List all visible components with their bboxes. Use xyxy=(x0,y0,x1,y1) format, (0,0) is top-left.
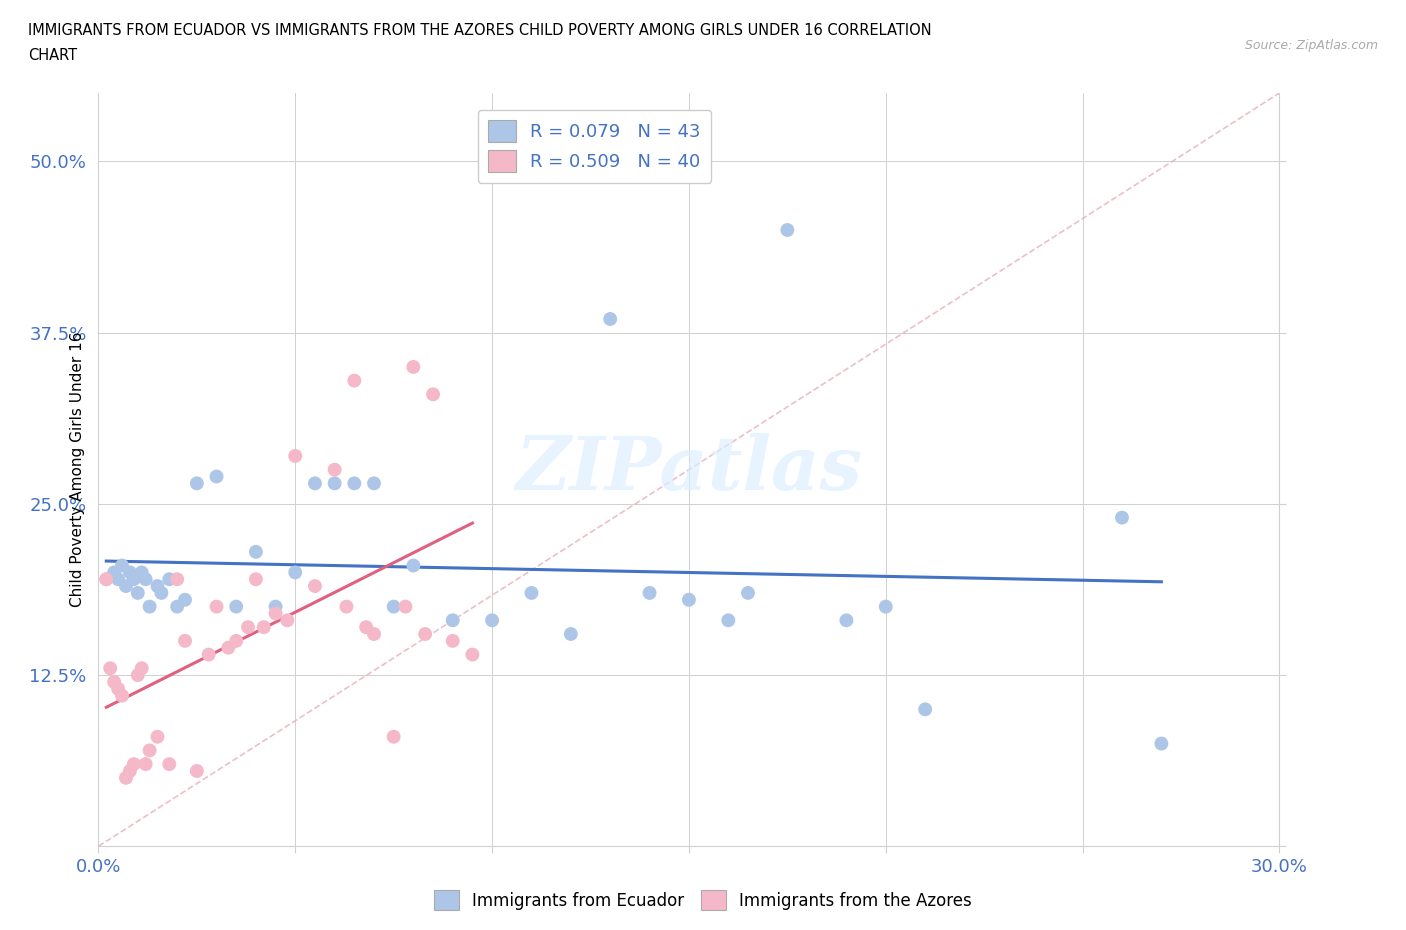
Point xyxy=(217,640,239,655)
Point xyxy=(1150,737,1173,751)
Point xyxy=(245,572,267,587)
Point xyxy=(103,565,125,579)
Point xyxy=(115,578,138,593)
Point xyxy=(127,586,149,601)
Point xyxy=(115,770,138,785)
Point xyxy=(205,469,228,484)
Point xyxy=(157,572,180,587)
Point xyxy=(122,572,145,587)
Point xyxy=(118,764,141,778)
Point xyxy=(225,633,247,648)
Point xyxy=(186,476,208,491)
Point xyxy=(413,627,436,642)
Point xyxy=(441,633,464,648)
Point xyxy=(205,599,228,614)
Point xyxy=(1111,511,1133,525)
Point xyxy=(135,757,157,772)
Point xyxy=(98,661,121,676)
Y-axis label: Child Poverty Among Girls Under 16: Child Poverty Among Girls Under 16 xyxy=(69,332,84,607)
Point xyxy=(138,599,160,614)
Point xyxy=(284,448,307,463)
Point xyxy=(111,558,134,573)
Point xyxy=(236,619,259,634)
Point xyxy=(599,312,621,326)
Point xyxy=(131,661,153,676)
Text: Source: ZipAtlas.com: Source: ZipAtlas.com xyxy=(1244,39,1378,52)
Point xyxy=(135,572,157,587)
Point xyxy=(304,476,326,491)
Point xyxy=(323,462,346,477)
Point xyxy=(354,619,377,634)
Point xyxy=(520,586,543,601)
Point xyxy=(914,702,936,717)
Point xyxy=(441,613,464,628)
Point xyxy=(150,586,173,601)
Text: IMMIGRANTS FROM ECUADOR VS IMMIGRANTS FROM THE AZORES CHILD POVERTY AMONG GIRLS : IMMIGRANTS FROM ECUADOR VS IMMIGRANTS FR… xyxy=(28,23,932,38)
Point xyxy=(107,572,129,587)
Text: CHART: CHART xyxy=(28,48,77,63)
Point xyxy=(284,565,307,579)
Point xyxy=(166,572,188,587)
Point xyxy=(304,578,326,593)
Point xyxy=(225,599,247,614)
Point xyxy=(343,476,366,491)
Point xyxy=(776,222,799,237)
Point xyxy=(363,476,385,491)
Point xyxy=(138,743,160,758)
Text: ZIPatlas: ZIPatlas xyxy=(516,433,862,506)
Point xyxy=(560,627,582,642)
Point xyxy=(461,647,484,662)
Point xyxy=(638,586,661,601)
Point xyxy=(717,613,740,628)
Point xyxy=(737,586,759,601)
Point xyxy=(394,599,416,614)
Point xyxy=(422,387,444,402)
Point xyxy=(835,613,858,628)
Point xyxy=(174,633,197,648)
Point xyxy=(131,565,153,579)
Point xyxy=(157,757,180,772)
Point xyxy=(335,599,357,614)
Point xyxy=(875,599,897,614)
Point xyxy=(103,674,125,689)
Point xyxy=(96,572,118,587)
Point xyxy=(253,619,276,634)
Point xyxy=(197,647,219,662)
Point xyxy=(264,606,287,621)
Point xyxy=(343,373,366,388)
Point xyxy=(363,627,385,642)
Point xyxy=(481,613,503,628)
Point xyxy=(382,599,405,614)
Point xyxy=(122,757,145,772)
Point xyxy=(118,565,141,579)
Point xyxy=(146,578,169,593)
Point xyxy=(402,558,425,573)
Point xyxy=(107,682,129,697)
Point xyxy=(264,599,287,614)
Point xyxy=(402,360,425,375)
Point xyxy=(111,688,134,703)
Point xyxy=(96,572,118,587)
Point xyxy=(127,668,149,683)
Point xyxy=(245,544,267,559)
Point xyxy=(166,599,188,614)
Point xyxy=(174,592,197,607)
Point xyxy=(382,729,405,744)
Point xyxy=(186,764,208,778)
Point xyxy=(323,476,346,491)
Point xyxy=(276,613,298,628)
Point xyxy=(678,592,700,607)
Point xyxy=(146,729,169,744)
Legend: R = 0.079   N = 43, R = 0.509   N = 40: R = 0.079 N = 43, R = 0.509 N = 40 xyxy=(478,110,711,182)
Legend: Immigrants from Ecuador, Immigrants from the Azores: Immigrants from Ecuador, Immigrants from… xyxy=(427,884,979,917)
